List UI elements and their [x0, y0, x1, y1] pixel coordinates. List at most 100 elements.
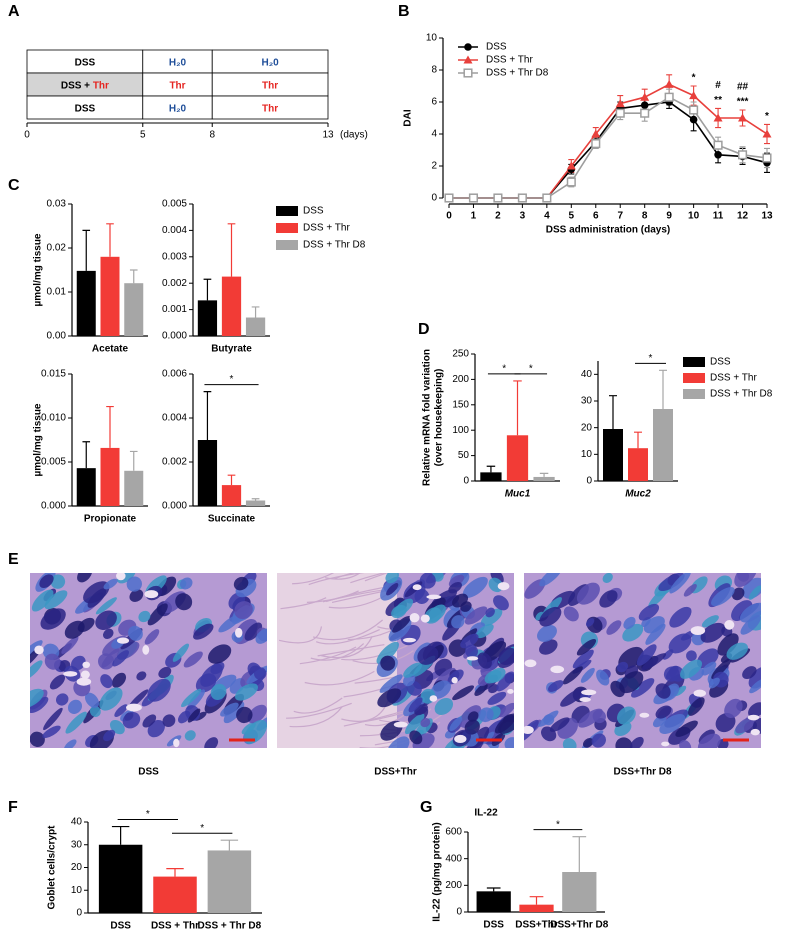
cell-cluster: [467, 711, 479, 722]
cell-cluster: [77, 573, 93, 583]
y-tick-label: 250: [452, 349, 469, 360]
x-tick-label: 3: [520, 211, 526, 222]
marker: [714, 151, 722, 159]
cell-cluster: [223, 701, 245, 724]
bar: [124, 470, 144, 506]
cell-cluster: [64, 739, 77, 748]
cell-cluster: [498, 647, 514, 666]
x-tick-label: 2: [495, 211, 501, 222]
micrograph-caption: DSS+Thr D8: [613, 767, 672, 778]
cell-cluster: [181, 688, 202, 708]
cell-cluster: [592, 709, 606, 724]
x-tick-label: 0: [446, 211, 452, 222]
x-tick-label: 12: [737, 211, 749, 222]
bar: [124, 283, 144, 336]
legend-label: DSS: [710, 357, 731, 368]
cell-cluster: [114, 704, 128, 717]
cell-cluster: [204, 737, 219, 748]
y-tick-label: 0.000: [41, 501, 66, 512]
cell-cluster: [638, 603, 660, 621]
y-axis-label: DAI: [403, 109, 414, 126]
lumen: [639, 712, 650, 718]
error-bar: [106, 223, 114, 257]
x-tick-label: DSS: [483, 920, 504, 931]
cell-cluster: [740, 615, 761, 635]
lumen: [82, 661, 91, 669]
micrograph-caption: DSS+Thr: [374, 767, 417, 778]
timeline-text-part: Thr: [93, 80, 109, 91]
cell-cluster: [44, 590, 68, 610]
y-axis-label: µmol/mg tissue: [33, 233, 44, 306]
error-bar: [166, 868, 184, 877]
cell-cluster: [220, 702, 239, 717]
cell-cluster: [485, 607, 495, 618]
bar: [476, 891, 511, 912]
cell-cluster: [537, 624, 557, 642]
lumen: [393, 721, 408, 728]
cell-cluster: [448, 581, 462, 594]
bar: [245, 317, 266, 336]
cell-cluster: [645, 623, 666, 645]
lumen: [142, 645, 150, 655]
cell-cluster: [476, 623, 494, 639]
marker: [737, 150, 748, 160]
y-tick-label: 0.001: [162, 304, 187, 315]
cell-cluster: [40, 608, 66, 630]
marker: [664, 92, 674, 102]
panel-label: A: [8, 3, 20, 20]
lumen: [34, 645, 44, 655]
error-bar: [609, 395, 617, 429]
x-tick-label: 10: [688, 211, 700, 222]
error-bar: [513, 380, 522, 436]
cell-cluster: [233, 576, 249, 591]
timeline-tick-label: 13: [322, 130, 334, 141]
annotation: *: [765, 111, 769, 122]
y-tick-label: 8: [431, 65, 437, 76]
cell-cluster: [599, 590, 618, 608]
marker: [640, 92, 650, 101]
fiber: [312, 619, 384, 641]
cell-cluster: [247, 704, 267, 724]
x-axis-label: Muc2: [625, 489, 651, 500]
cell-cluster: [648, 586, 670, 608]
cell-cluster: [100, 674, 113, 689]
bar: [533, 476, 555, 481]
cell-cluster: [235, 683, 258, 701]
cell-cluster: [392, 615, 411, 633]
y-tick-label: 0.003: [162, 251, 187, 262]
timeline-cell: [211, 95, 329, 120]
cell-cluster: [255, 628, 267, 644]
bar: [76, 468, 96, 506]
cell-cluster: [484, 669, 502, 684]
lumen: [524, 659, 537, 668]
error-bar: [82, 229, 91, 271]
annotation: ***: [737, 97, 749, 108]
y-tick-label: 0: [586, 476, 592, 487]
timeline-text: Thr: [262, 103, 278, 114]
y-tick-label: 40: [581, 369, 593, 380]
x-tick-label: 6: [593, 211, 599, 222]
lumen: [466, 656, 479, 661]
fiber: [310, 643, 365, 661]
lumen: [63, 671, 78, 677]
cell-cluster: [496, 671, 514, 692]
cell-cluster: [172, 643, 190, 662]
cell-cluster: [749, 678, 761, 694]
error-bar: [486, 465, 496, 473]
timeline-text-part: DSS: [75, 57, 96, 68]
cell-cluster: [669, 606, 692, 628]
cell-cluster: [726, 642, 749, 660]
cell-cluster: [65, 711, 87, 734]
cell-cluster: [30, 696, 49, 714]
x-axis-label: Propionate: [84, 514, 137, 525]
cell-cluster: [700, 622, 726, 643]
marker: [542, 193, 552, 203]
marker: [615, 99, 625, 108]
lumen: [76, 677, 92, 686]
lumen: [579, 697, 591, 703]
cell-cluster: [669, 573, 691, 594]
error-bar: [227, 474, 236, 486]
bar: [562, 872, 597, 912]
lumen: [690, 626, 706, 635]
legend-label: DSS + Thr: [710, 373, 757, 384]
